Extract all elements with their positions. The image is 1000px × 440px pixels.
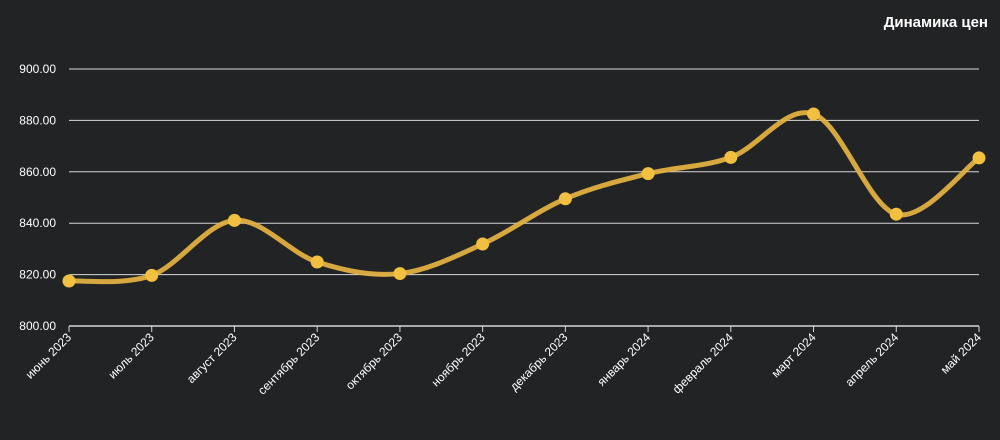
x-tick-label: июнь 2023 (23, 330, 75, 382)
x-tick-label: март 2024 (769, 330, 819, 380)
x-tick-label: октябрь 2023 (343, 330, 405, 392)
x-tick-label: июль 2023 (105, 330, 157, 382)
y-tick-label: 820.00 (19, 268, 56, 282)
data-point (889, 207, 903, 221)
x-tick-label: ноябрь 2023 (429, 330, 488, 389)
data-point (393, 267, 407, 281)
data-point (641, 167, 655, 181)
y-tick-label: 840.00 (19, 216, 56, 230)
data-point (724, 150, 738, 164)
x-tick-label: апрель 2024 (842, 330, 901, 389)
data-point (807, 107, 821, 121)
x-tick-label: декабрь 2023 (507, 330, 571, 394)
data-point (558, 192, 572, 206)
x-tick-label: январь 2024 (595, 330, 654, 389)
x-tick-label: сентябрь 2023 (255, 330, 322, 397)
data-point (310, 255, 324, 269)
data-point (476, 237, 490, 251)
data-point (227, 213, 241, 227)
y-tick-label: 800.00 (19, 319, 56, 333)
data-point (145, 268, 159, 282)
data-point (62, 274, 76, 288)
y-tick-label: 900.00 (19, 62, 56, 76)
x-tick-label: февраль 2024 (670, 330, 736, 396)
y-tick-label: 860.00 (19, 165, 56, 179)
x-tick-label: май 2024 (938, 330, 985, 377)
chart-title: Динамика цен (883, 14, 988, 31)
y-tick-label: 880.00 (19, 113, 56, 127)
series-line (66, 110, 982, 285)
x-tick-label: август 2023 (184, 330, 240, 386)
data-point (972, 151, 986, 165)
